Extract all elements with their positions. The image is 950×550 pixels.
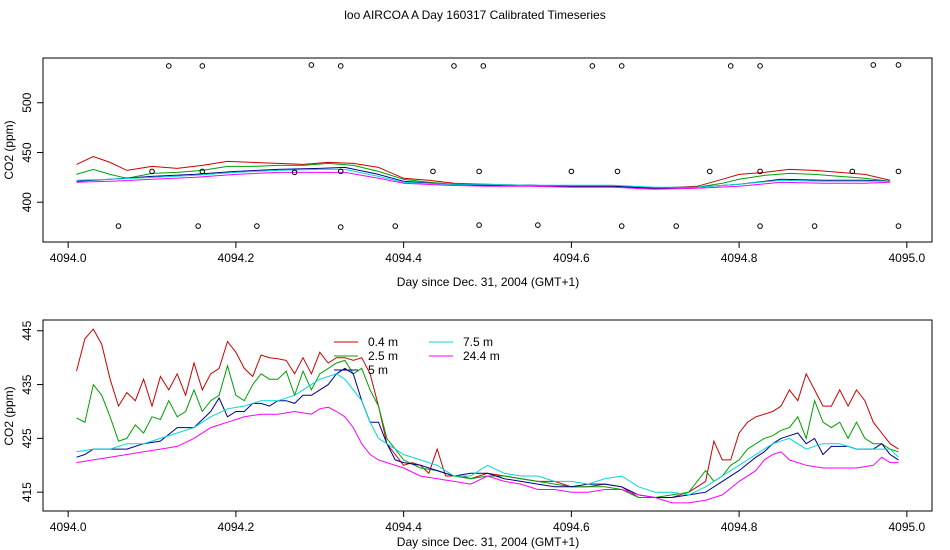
scatter-point [757,63,763,69]
scatter-point [589,63,596,69]
figure-title: loo AIRCOA A Day 160317 Calibrated Times… [344,8,605,22]
scatter-point [195,223,201,229]
bottom-y-tick-label: 425 [20,428,34,448]
top-ticks: 4094.0 4094.2 4094.4 4094.6 4094.8 4095.0 400 4… [20,92,926,265]
scatter-point [337,63,344,69]
legend-label: 0.4 m [368,335,398,349]
top-y-tick-label: 500 [20,92,34,112]
legend: 0.4 m2.5 m5 m 7.5 m24.4 m [334,335,500,377]
scatter-point [757,223,763,229]
bottom-series-line-0 [76,328,899,498]
top-panel: Day since Dec. 31, 2004 (GMT+1) CO2 (ppm… [2,57,933,289]
scatter-point [480,63,487,69]
top-x-tick-label: 4094.6 [553,251,590,265]
scatter-point [727,63,734,69]
scatter-point [811,223,818,229]
bottom-ticks: 4094.0 4094.2 4094.4 4094.6 4094.8 4095.0 415 4… [20,320,926,534]
scatter-point [291,169,298,176]
bottom-series [76,328,899,504]
scatter-point [757,168,763,175]
top-plot-frame [42,57,933,243]
top-x-tick-label: 4095.0 [888,251,925,265]
bottom-series-line-2 [76,367,899,498]
bottom-series-line-4 [76,406,899,504]
legend-label: 2.5 m [368,349,398,363]
bottom-x-axis-label: Day since Dec. 31, 2004 (GMT+1) [397,535,579,549]
top-series [76,155,891,190]
top-y-axis-label: CO2 (ppm) [2,120,16,179]
bottom-y-axis-label: CO2 (ppm) [2,386,16,445]
bottom-plot-frame [42,319,933,512]
scatter-point [337,224,344,230]
scatter-point [618,223,625,229]
scatter-point [618,63,625,69]
bottom-x-tick-label: 4095.0 [888,520,925,534]
scatter-point [115,223,122,229]
top-series-line-3 [76,168,891,188]
scatter-point [451,63,457,69]
legend-label: 7.5 m [463,335,493,349]
scatter-point [535,222,541,228]
bottom-y-tick-label: 445 [20,320,34,340]
bottom-x-tick-label: 4094.4 [385,520,422,534]
top-x-tick-label: 4094.2 [218,251,255,265]
scatter-point [308,62,315,68]
bottom-series-line-1 [76,359,899,498]
scatter-point [849,168,856,175]
scatter-point [870,62,877,68]
scatter-point [149,168,155,175]
scatter-point [199,168,206,175]
top-x-tick-label: 4094.8 [721,251,758,265]
top-points [115,62,902,230]
top-y-tick-label: 400 [20,192,34,212]
scatter-point [895,223,902,229]
scatter-point [895,168,902,175]
scatter-point [895,62,902,68]
scatter-point [568,168,575,175]
top-x-tick-label: 4094.0 [50,251,87,265]
bottom-x-tick-label: 4094.6 [553,520,590,534]
bottom-panel: Day since Dec. 31, 2004 (GMT+1) CO2 (ppm… [2,319,933,549]
top-x-axis-label: Day since Dec. 31, 2004 (GMT+1) [397,275,579,289]
scatter-point [706,168,713,175]
legend-label: 5 m [368,363,388,377]
scatter-point [254,223,260,229]
scatter-point [392,223,399,229]
bottom-y-tick-label: 435 [20,374,34,394]
bottom-y-tick-label: 415 [20,482,34,502]
top-x-tick-label: 4094.4 [385,251,422,265]
scatter-point [199,63,206,69]
legend-label: 24.4 m [463,349,500,363]
bottom-x-tick-label: 4094.0 [50,520,87,534]
scatter-point [337,168,344,175]
scatter-point [673,223,680,229]
top-y-tick-label: 450 [20,142,34,162]
top-series-line-4 [76,171,891,190]
scatter-point [614,168,621,175]
scatter-point [476,168,482,175]
bottom-x-tick-label: 4094.2 [218,520,255,534]
top-series-line-0 [76,155,891,189]
scatter-point [476,222,482,228]
scatter-point [166,63,172,69]
scatter-point [430,168,436,175]
bottom-series-line-3 [76,373,899,496]
bottom-x-tick-label: 4094.8 [721,520,758,534]
top-series-line-1 [76,162,891,189]
